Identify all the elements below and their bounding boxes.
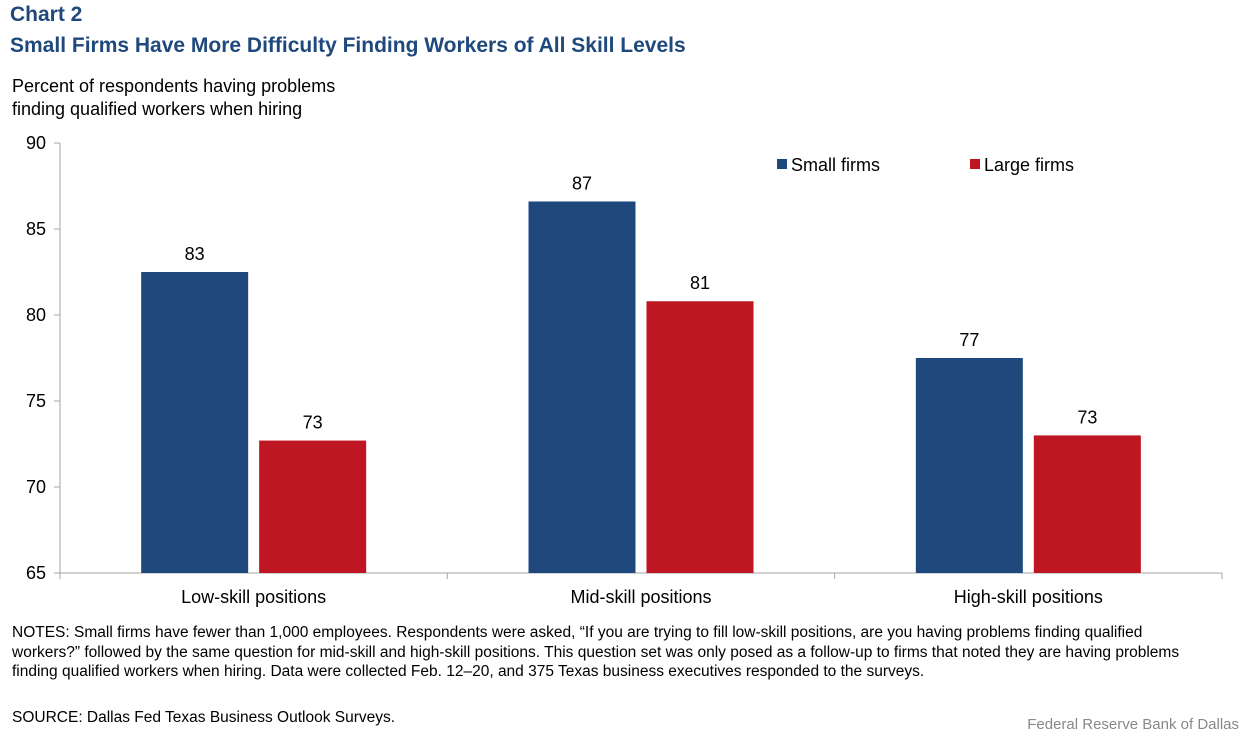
legend-swatch <box>970 159 980 169</box>
bar <box>646 301 754 573</box>
bar-value-label: 73 <box>303 413 323 433</box>
y-tick-label: 70 <box>26 477 46 497</box>
bar <box>528 201 636 574</box>
chart-notes: NOTES: Small firms have fewer than 1,000… <box>12 624 1180 680</box>
bar-value-label: 81 <box>690 273 710 293</box>
chart-number: Chart 2 <box>10 3 83 26</box>
x-category-label: High-skill positions <box>954 587 1103 607</box>
bar <box>1033 435 1141 573</box>
bar-value-label: 83 <box>185 244 205 264</box>
y-tick-label: 90 <box>26 133 46 153</box>
legend-swatch <box>777 159 787 169</box>
y-axis-label-line-1: Percent of respondents having problems <box>12 76 336 96</box>
chart-title: Small Firms Have More Difficulty Finding… <box>10 34 686 57</box>
y-axis-label: Percent of respondents having problems f… <box>12 75 412 121</box>
y-tick-label: 75 <box>26 391 46 411</box>
publisher-credit: Federal Reserve Bank of Dallas <box>1027 716 1239 733</box>
legend-label: Small firms <box>791 155 880 175</box>
legend-label: Large firms <box>984 155 1074 175</box>
y-tick-label: 80 <box>26 305 46 325</box>
bar-value-label: 73 <box>1077 407 1097 427</box>
chart-source: SOURCE: Dallas Fed Texas Business Outloo… <box>12 709 396 726</box>
bar-value-label: 77 <box>959 330 979 350</box>
bar <box>141 272 249 573</box>
bar <box>915 358 1023 573</box>
y-axis-label-line-2: finding qualified workers when hiring <box>12 99 303 119</box>
x-category-label: Low-skill positions <box>181 587 326 607</box>
bar-value-label: 87 <box>572 173 592 193</box>
x-category-label: Mid-skill positions <box>570 587 711 607</box>
y-tick-label: 85 <box>26 219 46 239</box>
y-tick-label: 65 <box>26 563 46 583</box>
bar <box>259 440 367 573</box>
